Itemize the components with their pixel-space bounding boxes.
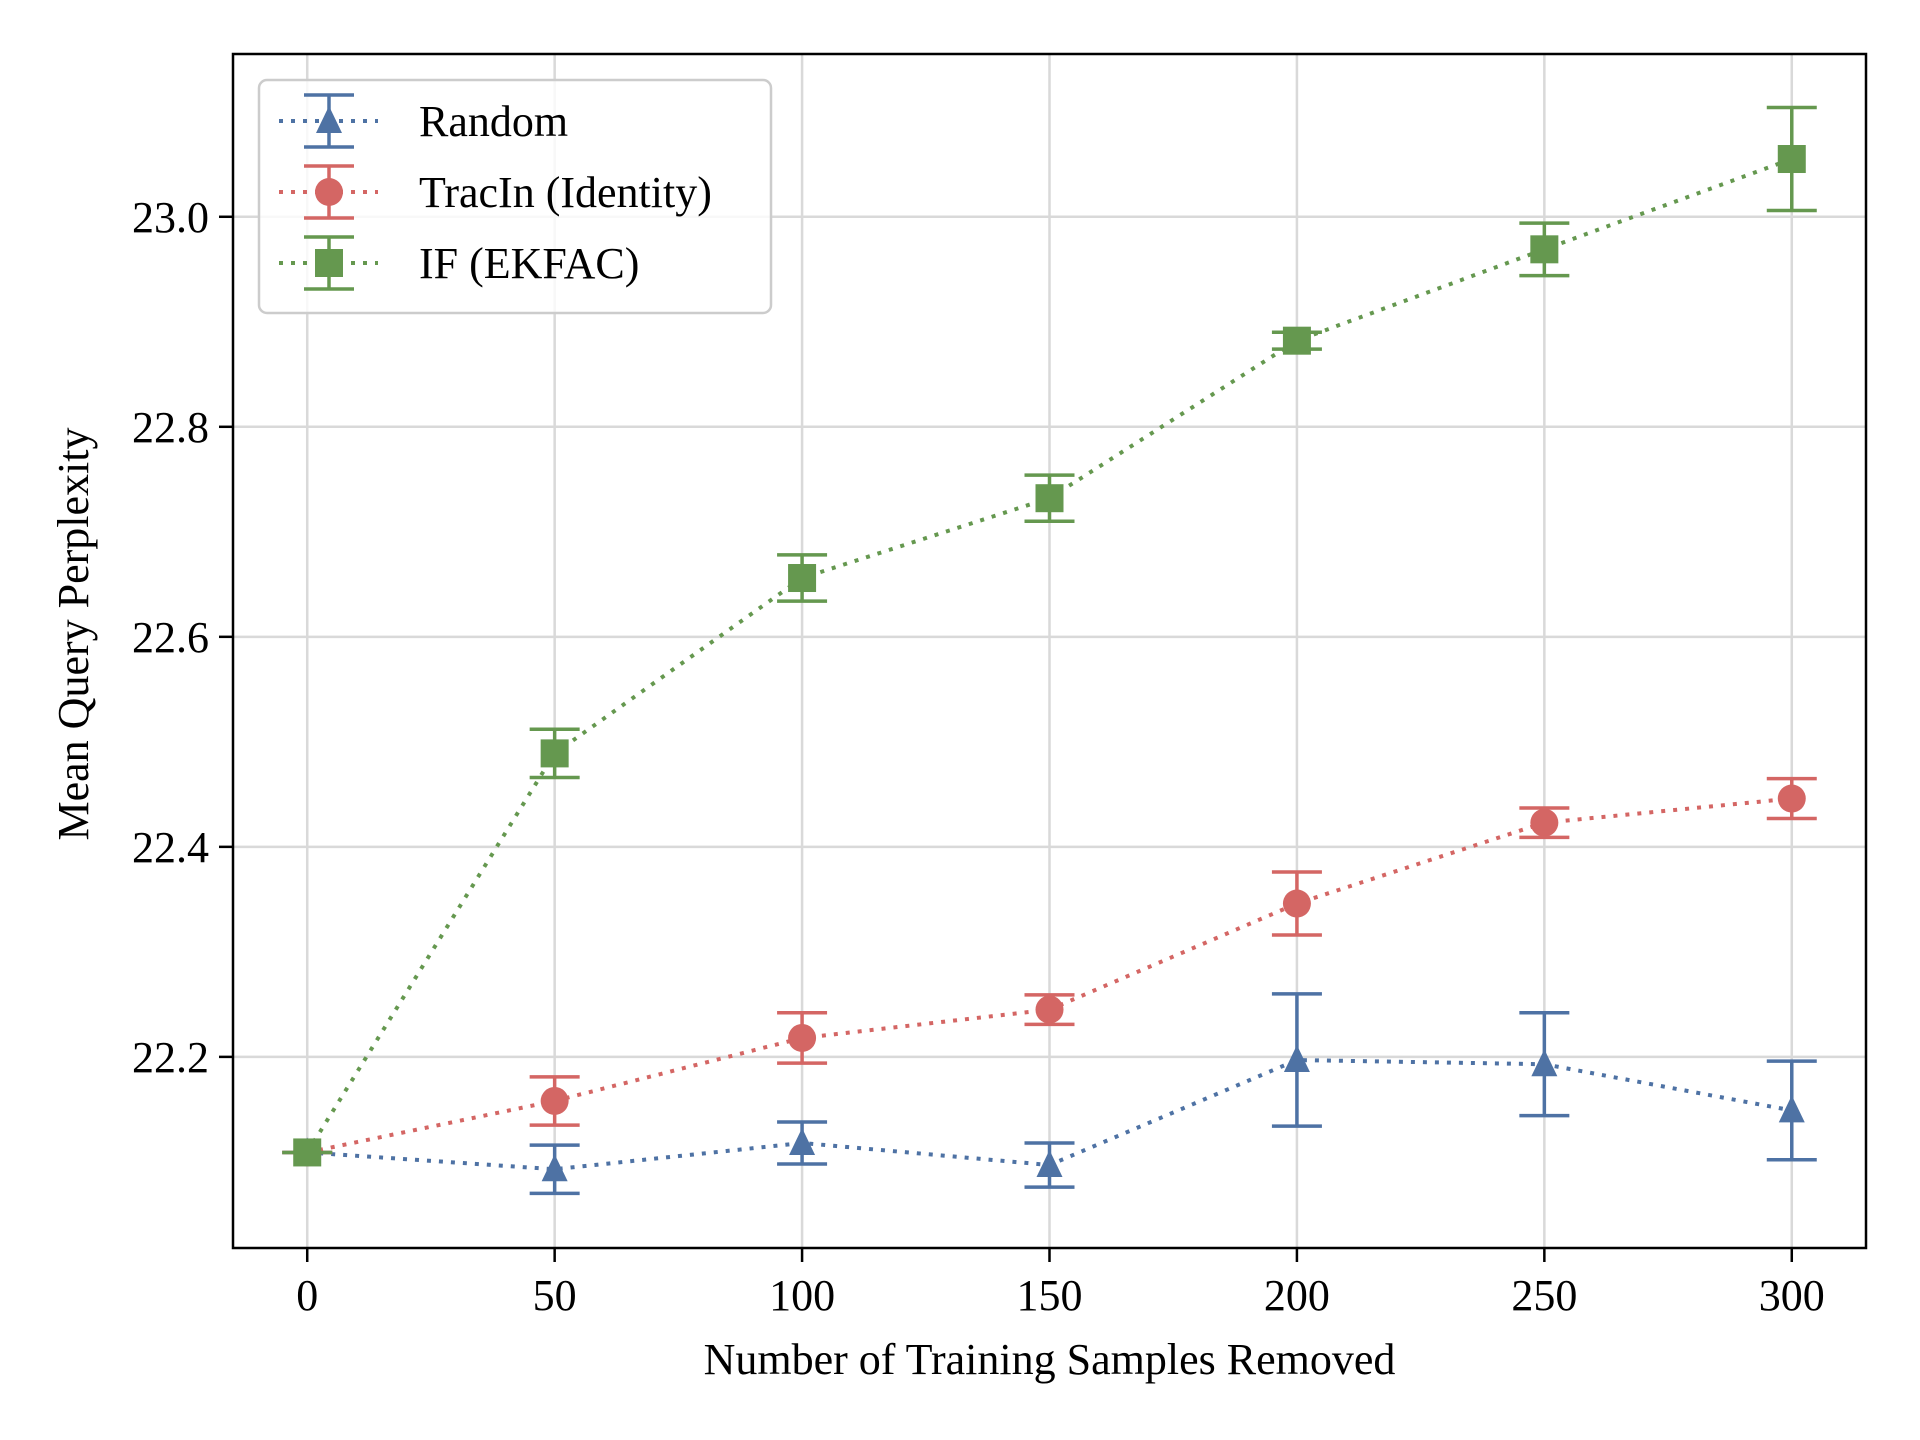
data-point [1282,889,1311,918]
data-point [1282,326,1311,355]
y-axis-label: Mean Query Perplexity [49,428,98,841]
data-point [1530,808,1559,837]
x-axis-label: Number of Training Samples Removed [704,1335,1396,1384]
data-point [1035,995,1064,1024]
legend: Random TracIn (Identity) IF (EKFAC) [257,78,773,315]
data-point [1531,1049,1558,1077]
legend-item: TracIn (Identity) [279,164,712,220]
data-point [540,739,569,768]
x-tick-label: 100 [769,1271,835,1320]
data-point [1283,1045,1310,1073]
data-point [1778,1095,1805,1123]
data-point [540,1086,569,1115]
data-point [1777,145,1806,174]
y-tick-label: 22.4 [132,823,209,872]
y-tick-label: 23.0 [132,193,209,242]
legend-marker [315,178,343,206]
legend-label: IF (EKFAC) [419,239,639,288]
legend-marker [316,106,342,133]
x-tick-label: 300 [1759,1271,1825,1320]
legend-label: Random [419,97,568,146]
x-tick-label: 50 [533,1271,577,1320]
data-point [1777,784,1806,813]
x-tick-label: 250 [1511,1271,1577,1320]
data-point [1530,235,1559,264]
x-tick-label: 150 [1017,1271,1083,1320]
x-tick-label: 0 [296,1271,318,1320]
data-point [788,564,817,593]
ticks: 0 50 100 150 200 250 300 22.2 22.4 22.6 22.8 23.0 [132,193,1825,1320]
legend-label: TracIn (Identity) [419,168,712,217]
y-tick-label: 22.8 [132,403,209,452]
data-point [1035,484,1064,513]
legend-item: Random [279,93,568,149]
series-if-ekfac [282,105,1817,1167]
data-point [789,1127,816,1155]
y-tick-label: 22.6 [132,613,209,662]
y-tick-label: 22.2 [132,1033,209,1082]
legend-box [257,78,773,315]
data-point [541,1154,568,1182]
grid [233,54,1866,1248]
x-tick-label: 200 [1264,1271,1330,1320]
legend-item: IF (EKFAC) [279,235,639,291]
data-point [1036,1150,1063,1178]
data-point [293,1138,322,1167]
legend-marker [315,249,343,277]
series-layer [282,105,1817,1196]
data-point [788,1023,817,1052]
